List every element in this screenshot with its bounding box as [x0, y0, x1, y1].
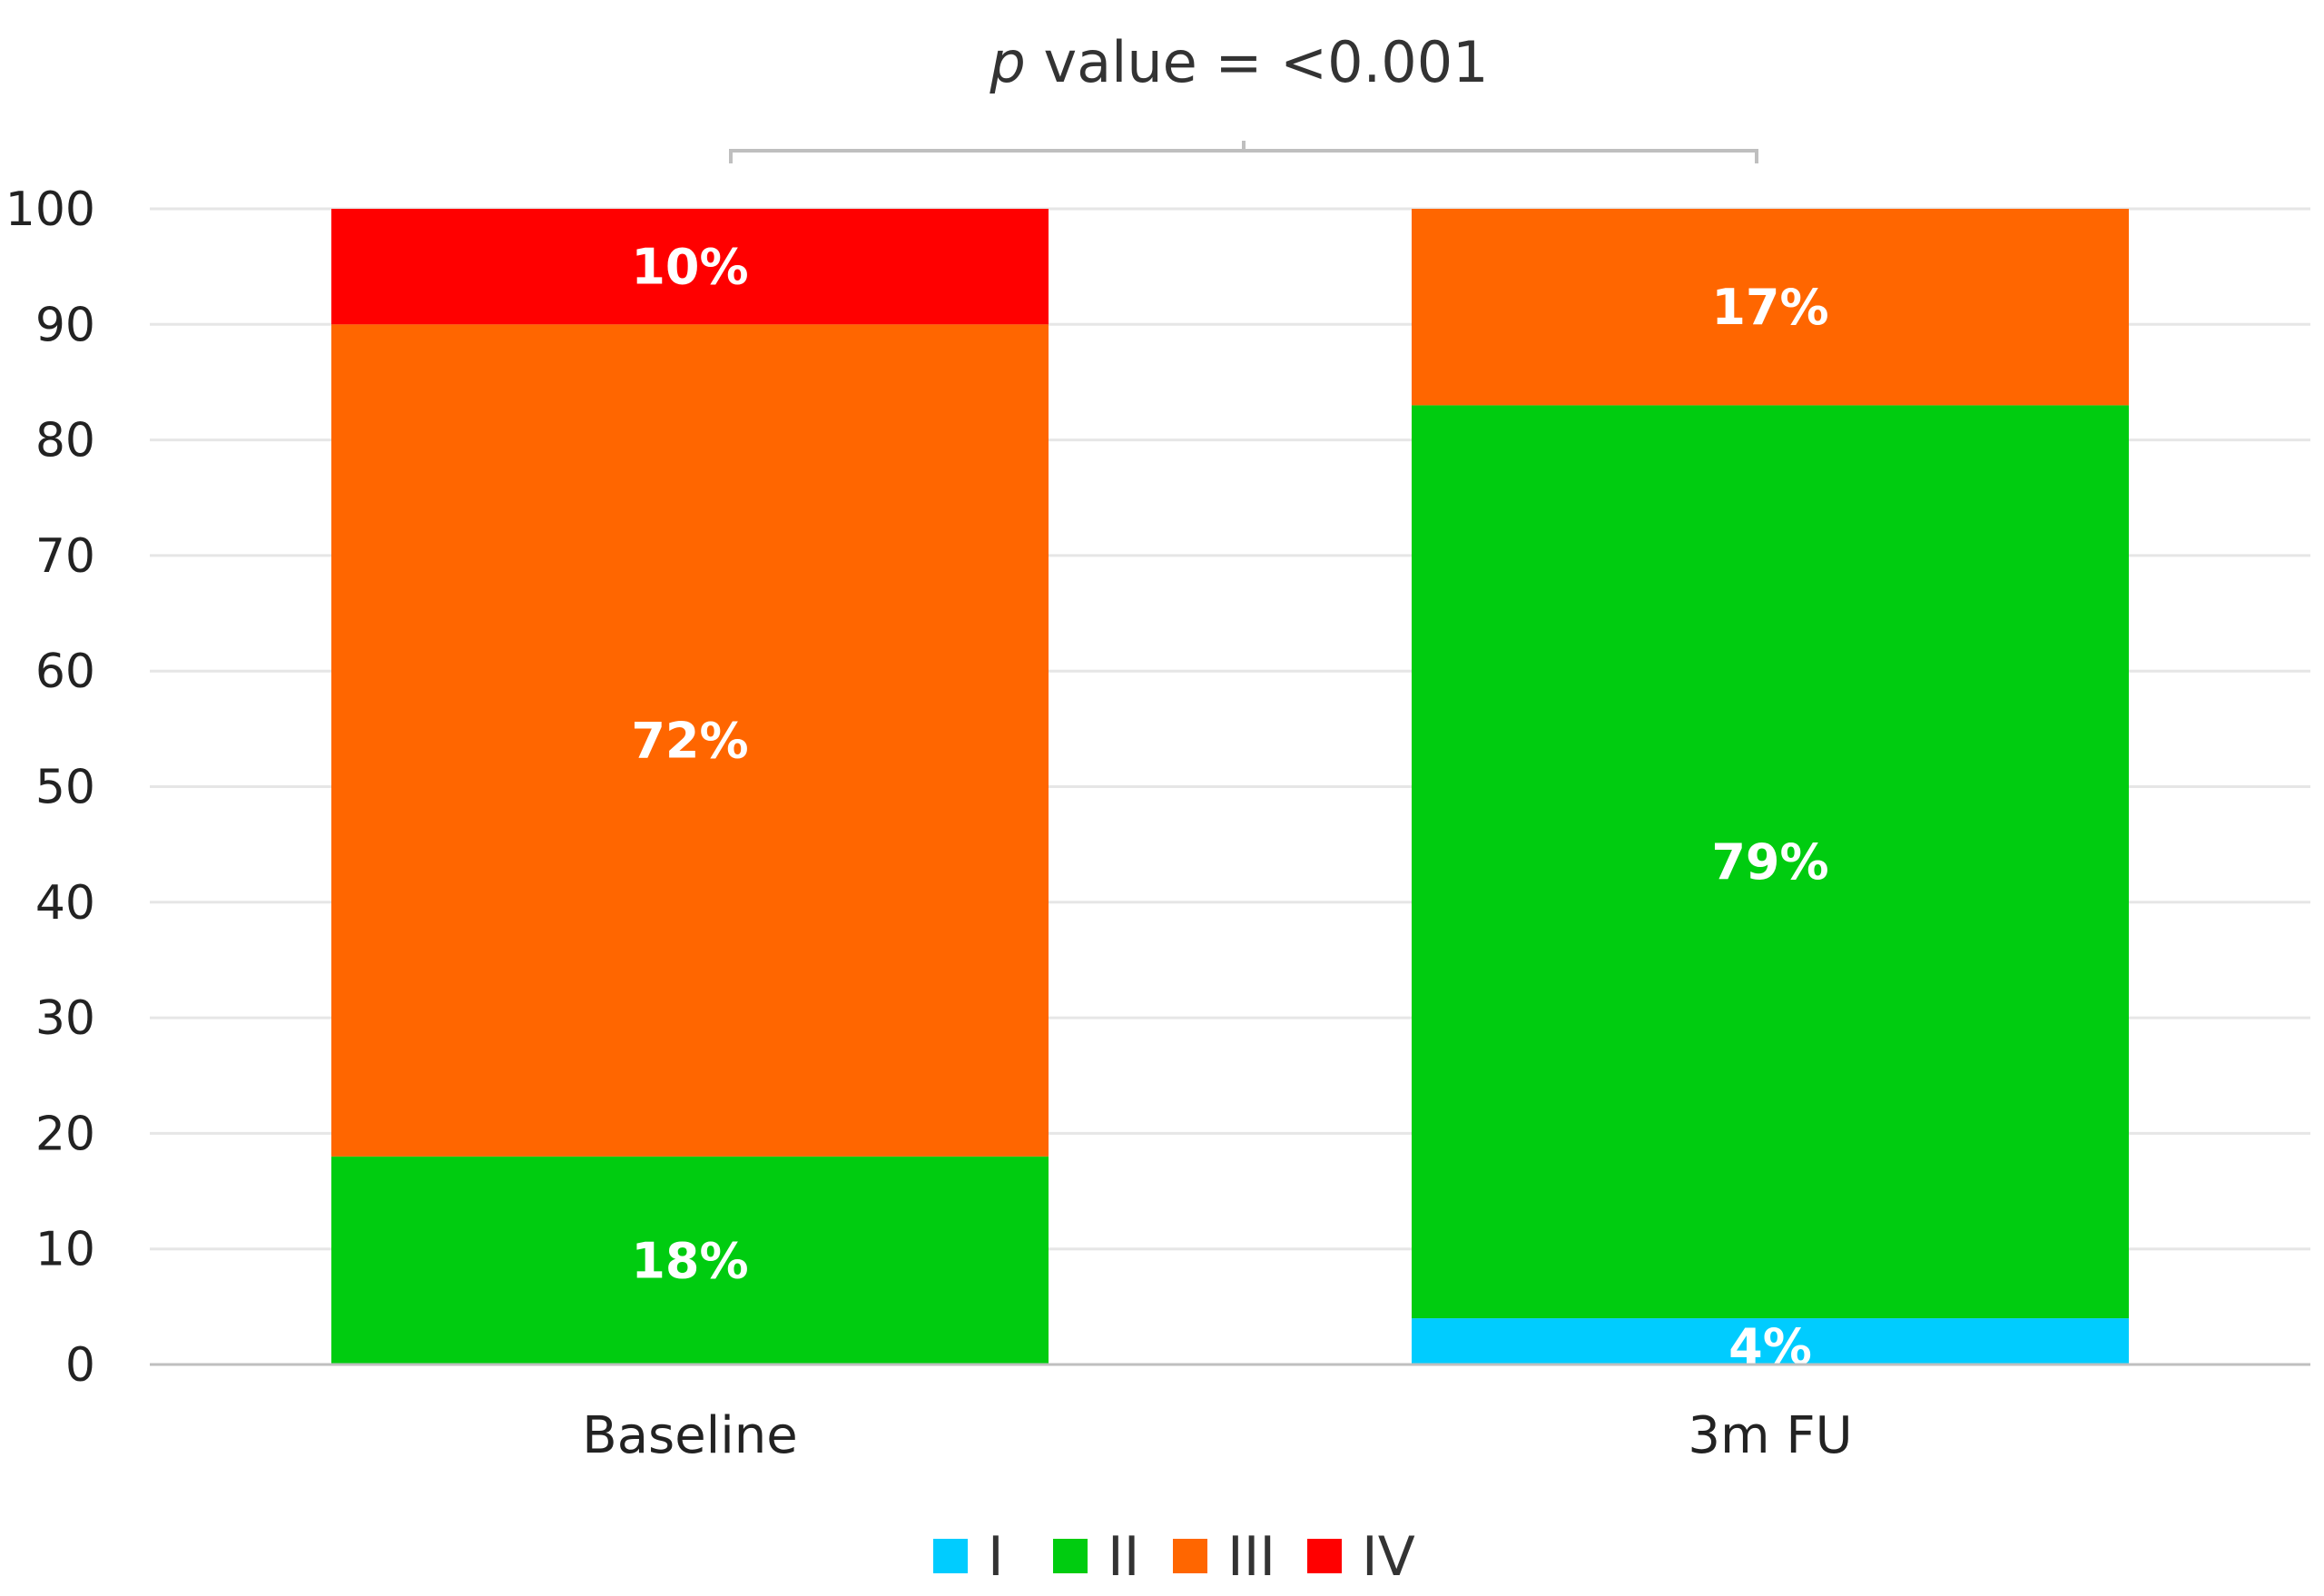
legend-swatch	[1173, 1539, 1207, 1573]
data-label: 17%	[1711, 279, 1828, 336]
y-tick-label: 60	[35, 645, 95, 699]
bar-segment	[331, 209, 1049, 325]
legend-label: IV	[1362, 1525, 1415, 1589]
bar-segment	[331, 324, 1049, 1157]
bar-segment	[1412, 405, 2129, 1319]
legend: I II III IV	[933, 1525, 1415, 1589]
legend-swatch	[1307, 1539, 1342, 1573]
significance-bracket	[729, 141, 1758, 163]
bars: 18% 72% 10% 4% 79% 17%	[331, 209, 2129, 1375]
data-label: 72%	[631, 713, 748, 770]
p-value-text: value = <0.001	[1026, 29, 1489, 95]
x-axis-category-labels: Baseline 3m FU	[582, 1406, 1852, 1465]
legend-label: I	[988, 1525, 1004, 1589]
data-label: 4%	[1728, 1318, 1812, 1375]
y-tick-label: 30	[35, 991, 95, 1046]
y-tick-label: 0	[65, 1338, 95, 1393]
data-label: 10%	[631, 239, 748, 296]
bar-segment	[331, 1156, 1049, 1364]
data-label: 79%	[1711, 833, 1828, 891]
y-axis-tick-labels: 0 10 20 30 40 50 60 70 80 90 100	[5, 182, 95, 1393]
y-tick-label: 50	[35, 761, 95, 815]
bar-segment	[1412, 209, 2129, 406]
y-tick-label: 80	[35, 414, 95, 468]
p-symbol: p	[989, 29, 1025, 95]
y-tick-label: 20	[35, 1107, 95, 1161]
y-tick-label: 100	[5, 182, 95, 237]
y-tick-label: 70	[35, 529, 95, 584]
y-tick-label: 90	[35, 298, 95, 352]
data-label: 18%	[631, 1232, 748, 1289]
x-category-label: 3m FU	[1688, 1406, 1852, 1465]
legend-swatch	[933, 1539, 968, 1573]
bar-segment	[1412, 1318, 2129, 1364]
x-category-label: Baseline	[582, 1406, 797, 1465]
y-tick-label: 40	[35, 876, 95, 931]
legend-label: III	[1227, 1525, 1275, 1589]
legend-label: II	[1108, 1525, 1139, 1589]
p-value-annotation: p value = <0.001	[989, 29, 1488, 95]
legend-swatch	[1053, 1539, 1088, 1573]
y-tick-label: 10	[35, 1223, 95, 1277]
